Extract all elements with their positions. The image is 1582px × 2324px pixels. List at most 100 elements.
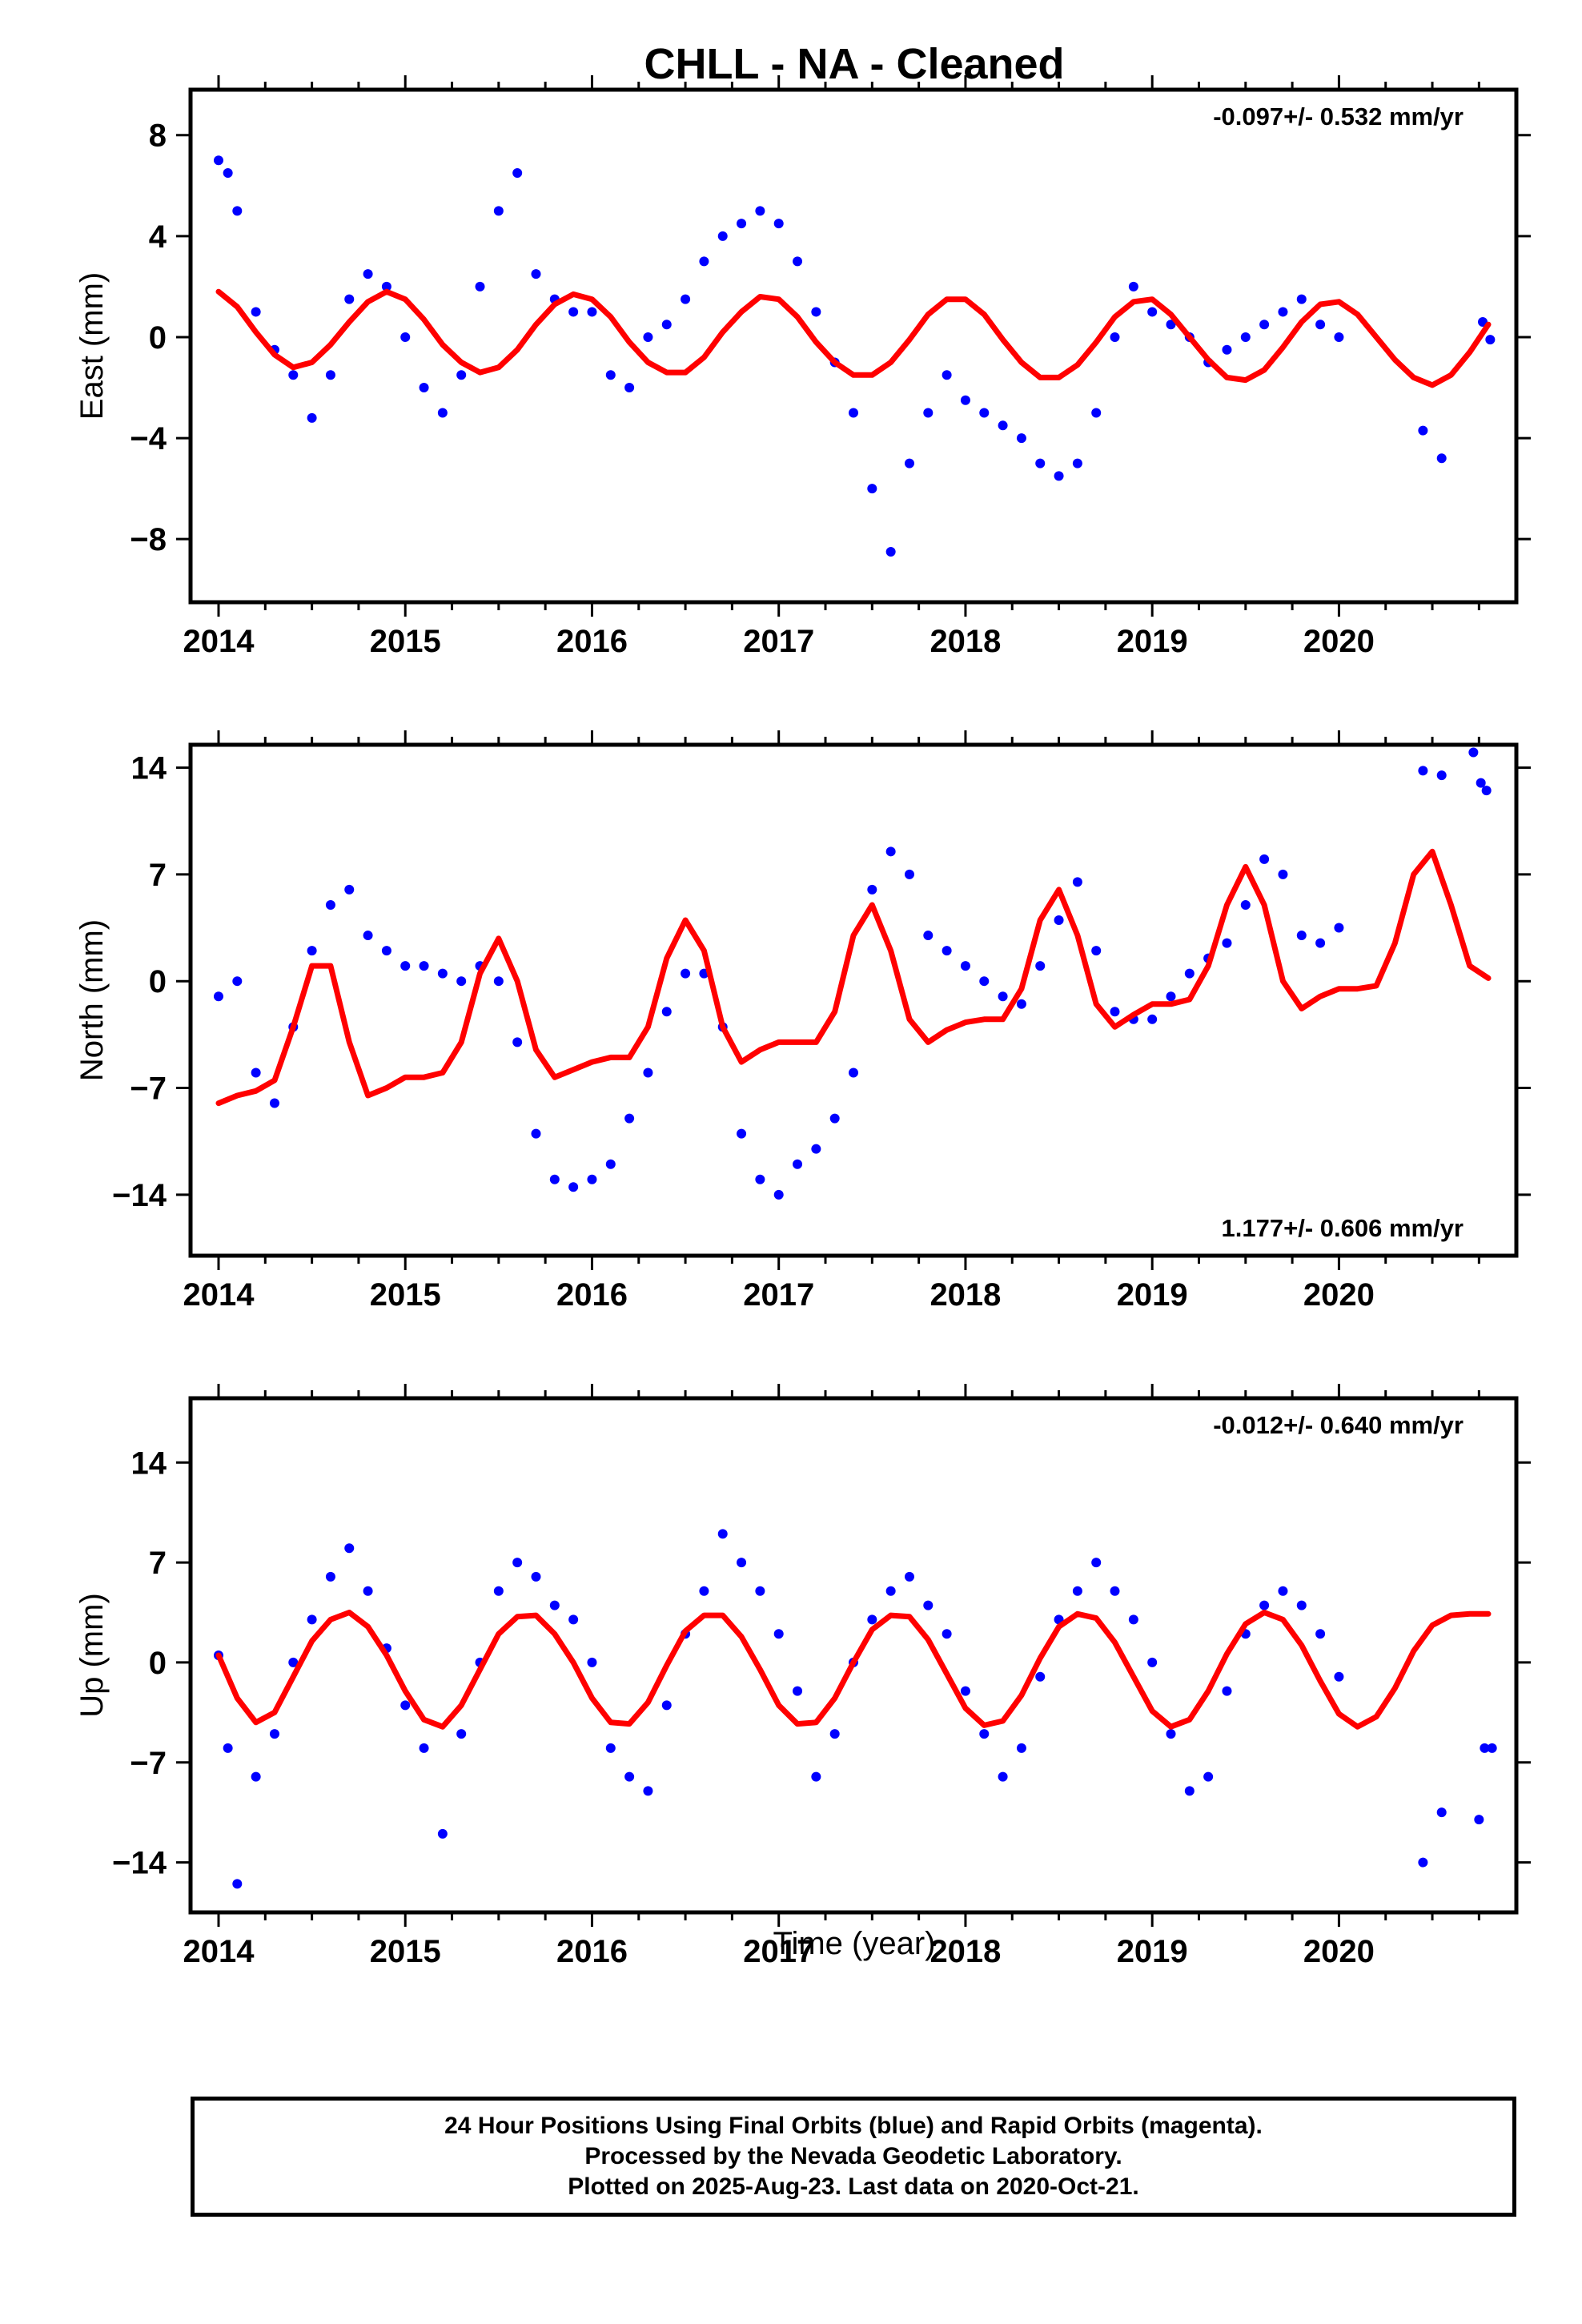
x-axis-label: Time (year) — [773, 1926, 936, 1961]
east-data-point — [904, 458, 914, 468]
up-plot-frame — [188, 1396, 1519, 1915]
east-data-point — [1485, 335, 1496, 345]
north-data-point — [381, 946, 391, 956]
up-data-point — [1480, 1743, 1490, 1753]
east-data-point — [288, 370, 299, 380]
up-data-point — [1072, 1586, 1082, 1596]
north-data-point — [1418, 766, 1428, 776]
east-data-point — [998, 420, 1008, 431]
up-data-point — [549, 1600, 560, 1610]
up-data-point — [1147, 1657, 1158, 1667]
east-data-point — [1147, 307, 1158, 317]
east-data-point — [232, 206, 243, 216]
east-data-point — [681, 294, 691, 304]
up-data-point — [755, 1586, 765, 1596]
east-data-point — [1054, 471, 1064, 481]
up-data-point — [1166, 1729, 1176, 1739]
north-x-tick-label: 2015 — [370, 1277, 441, 1313]
up-data-point — [793, 1686, 803, 1696]
east-data-point — [1240, 332, 1251, 342]
up-data-point — [1091, 1558, 1102, 1568]
north-data-point — [251, 1068, 261, 1078]
north-y-tick-label: 7 — [149, 858, 167, 893]
up-data-point — [605, 1743, 616, 1753]
east-panel: −8 −4 0 4 8 2014 2015 2016 2017 2018 2019 2020 East … — [74, 75, 1531, 659]
up-data-point — [829, 1729, 840, 1739]
footer-box: 24 Hour Positions Using Final Orbits (bl… — [191, 2097, 1516, 2217]
east-data-point — [1278, 307, 1288, 317]
east-data-point — [737, 219, 747, 229]
up-data-point — [493, 1586, 504, 1596]
east-y-tick-label: 8 — [149, 119, 167, 154]
east-data-point — [793, 256, 803, 267]
north-data-point — [1315, 938, 1326, 948]
east-plot-frame — [188, 87, 1519, 605]
east-data-point — [979, 408, 990, 418]
north-data-point — [1110, 1007, 1120, 1017]
east-data-point — [325, 370, 335, 380]
up-data-point — [904, 1571, 914, 1582]
east-x-tick-label: 2014 — [183, 624, 255, 659]
east-data-point — [867, 484, 877, 494]
up-data-layer — [213, 1529, 1497, 1889]
east-data-point — [475, 281, 485, 292]
up-data-point — [307, 1614, 317, 1625]
east-data-point — [717, 231, 728, 241]
up-data-point — [811, 1771, 821, 1782]
east-data-point — [363, 269, 373, 279]
up-data-point — [867, 1614, 877, 1625]
up-data-point — [531, 1571, 541, 1582]
north-data-point — [793, 1159, 803, 1169]
east-data-point — [960, 395, 970, 405]
up-data-point — [400, 1700, 411, 1711]
north-x-tick-label: 2016 — [556, 1277, 628, 1313]
east-data-point — [213, 155, 223, 166]
up-data-point — [885, 1586, 896, 1596]
north-data-point — [960, 961, 970, 971]
up-data-point — [223, 1743, 233, 1753]
north-data-point — [587, 1174, 597, 1184]
east-data-point — [1222, 344, 1232, 355]
up-data-point — [363, 1586, 373, 1596]
north-data-point — [773, 1189, 784, 1200]
north-data-point — [829, 1113, 840, 1124]
north-x-tick-label: 2019 — [1117, 1277, 1188, 1313]
north-data-point — [755, 1174, 765, 1184]
east-data-point — [1436, 453, 1447, 464]
east-data-point — [1296, 294, 1307, 304]
east-data-point — [568, 307, 579, 317]
north-data-point — [1054, 915, 1064, 926]
up-data-point — [1110, 1586, 1120, 1596]
east-data-point — [811, 307, 821, 317]
up-axis-label: Up (mm) — [74, 1593, 110, 1718]
up-data-point — [1184, 1786, 1195, 1796]
east-data-point — [849, 408, 858, 418]
up-data-point — [1035, 1671, 1046, 1682]
footer-line-orbits: 24 Hour Positions Using Final Orbits (bl… — [444, 2113, 1263, 2139]
north-data-point — [307, 946, 317, 956]
east-x-tick-label: 2015 — [370, 624, 441, 659]
east-data-point — [456, 370, 467, 380]
up-data-point — [1418, 1857, 1428, 1868]
up-rate-label: -0.012+/- 0.640 mm/yr — [1213, 1411, 1464, 1439]
east-y-tick-label: −8 — [130, 522, 167, 557]
up-data-point — [1296, 1600, 1307, 1610]
east-data-point — [699, 256, 709, 267]
east-data-point — [1128, 281, 1138, 292]
east-data-point — [624, 383, 635, 393]
up-data-point — [587, 1657, 597, 1667]
up-y-tick-label: 0 — [149, 1646, 167, 1681]
north-data-point — [437, 968, 448, 979]
north-x-tick-label: 2014 — [183, 1277, 255, 1313]
up-data-point — [1334, 1671, 1344, 1682]
north-data-point — [1166, 991, 1176, 1002]
north-data-point — [568, 1182, 579, 1192]
east-y-tick-label: 4 — [149, 219, 167, 255]
up-data-point — [456, 1729, 467, 1739]
up-data-point — [1203, 1771, 1214, 1782]
north-y-tick-label: 14 — [131, 751, 167, 786]
east-data-point — [223, 168, 233, 179]
east-data-point — [344, 294, 355, 304]
up-y-tick-label: 7 — [149, 1546, 167, 1581]
up-data-point — [1474, 1815, 1484, 1825]
